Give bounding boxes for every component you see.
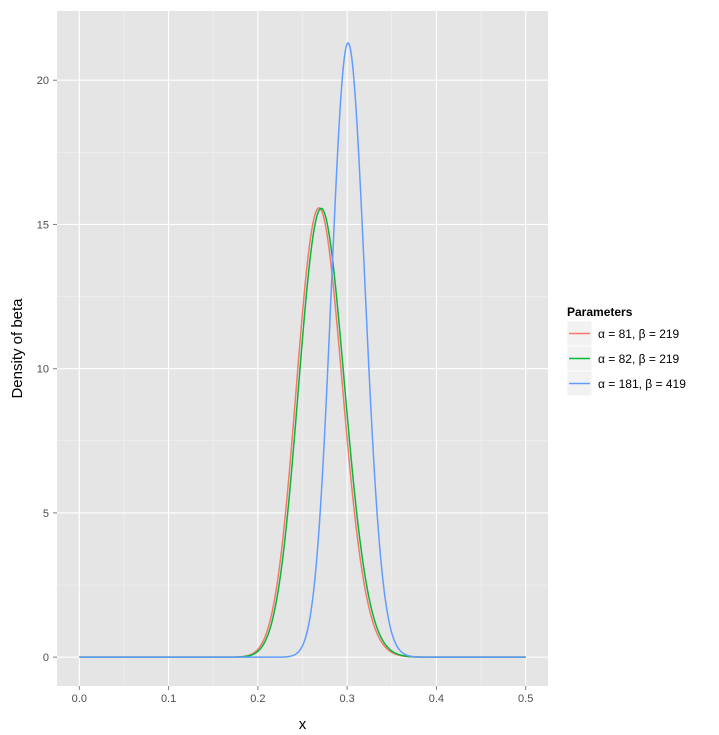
y-tick-label: 10 <box>37 364 49 376</box>
x-tick-label: 0.3 <box>339 693 354 705</box>
y-tick-label: 15 <box>37 219 49 231</box>
x-axis-title: x <box>299 716 307 733</box>
y-axis: 0 5 10 15 20 <box>37 75 57 664</box>
legend-label: α = 81, β = 219 <box>598 327 680 341</box>
series-line <box>79 42 526 658</box>
minor-gridlines <box>57 11 548 686</box>
x-tick-label: 0.2 <box>250 693 265 705</box>
x-axis: 0.0 0.1 0.2 0.3 0.4 0.5 <box>72 686 533 705</box>
legend-title: Parameters <box>567 305 633 319</box>
y-tick-label: 5 <box>43 508 49 520</box>
series-lines <box>79 42 526 658</box>
legend-label: α = 181, β = 419 <box>598 377 686 391</box>
x-tick-label: 0.4 <box>429 693 444 705</box>
x-tick-label: 0.5 <box>518 693 533 705</box>
y-axis-title: Density of beta <box>9 298 26 399</box>
legend: Parameters α = 81, β = 219 α = 82, β = 21… <box>566 305 686 397</box>
legend-label: α = 82, β = 219 <box>598 352 680 366</box>
x-tick-label: 0.0 <box>72 693 87 705</box>
y-tick-label: 0 <box>43 652 49 664</box>
x-tick-label: 0.1 <box>161 693 176 705</box>
y-tick-label: 20 <box>37 75 49 87</box>
